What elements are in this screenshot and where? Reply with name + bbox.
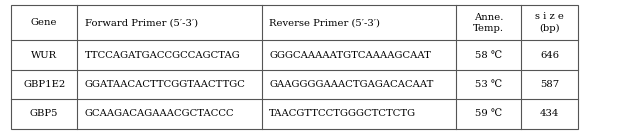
Text: GCAAGACAGAAACGCTACCC: GCAAGACAGAAACGCTACCC — [85, 109, 234, 118]
Text: TTCCAGATGACCGCCAGCTAG: TTCCAGATGACCGCCAGCTAG — [85, 51, 240, 60]
Text: GGGCAAAAATGTCAAAAGCAAT: GGGCAAAAATGTCAAAAGCAAT — [269, 51, 431, 60]
Text: Reverse Primer (5′-3′): Reverse Primer (5′-3′) — [269, 18, 380, 27]
Text: Gene: Gene — [31, 18, 58, 27]
Text: GBP1E2: GBP1E2 — [23, 80, 65, 89]
Text: Forward Primer (5′-3′): Forward Primer (5′-3′) — [85, 18, 198, 27]
Text: 587: 587 — [540, 80, 559, 89]
Text: 646: 646 — [540, 51, 559, 60]
Text: GAAGGGGAAACTGAGACACAAT: GAAGGGGAAACTGAGACACAAT — [269, 80, 434, 89]
Text: 58 ℃: 58 ℃ — [475, 51, 502, 60]
Text: 53 ℃: 53 ℃ — [475, 80, 502, 89]
Text: 59 ℃: 59 ℃ — [475, 109, 502, 118]
Text: GGATAACACTTCGGTAACTTGC: GGATAACACTTCGGTAACTTGC — [85, 80, 245, 89]
Text: 434: 434 — [540, 109, 559, 118]
Text: Anne.
Temp.: Anne. Temp. — [473, 12, 504, 33]
Text: TAACGTTCCTGGGCTCTCTG: TAACGTTCCTGGGCTCTCTG — [269, 109, 416, 118]
Text: s i z e
(bp): s i z e (bp) — [535, 12, 564, 33]
Text: WUR: WUR — [31, 51, 57, 60]
Text: GBP5: GBP5 — [30, 109, 58, 118]
